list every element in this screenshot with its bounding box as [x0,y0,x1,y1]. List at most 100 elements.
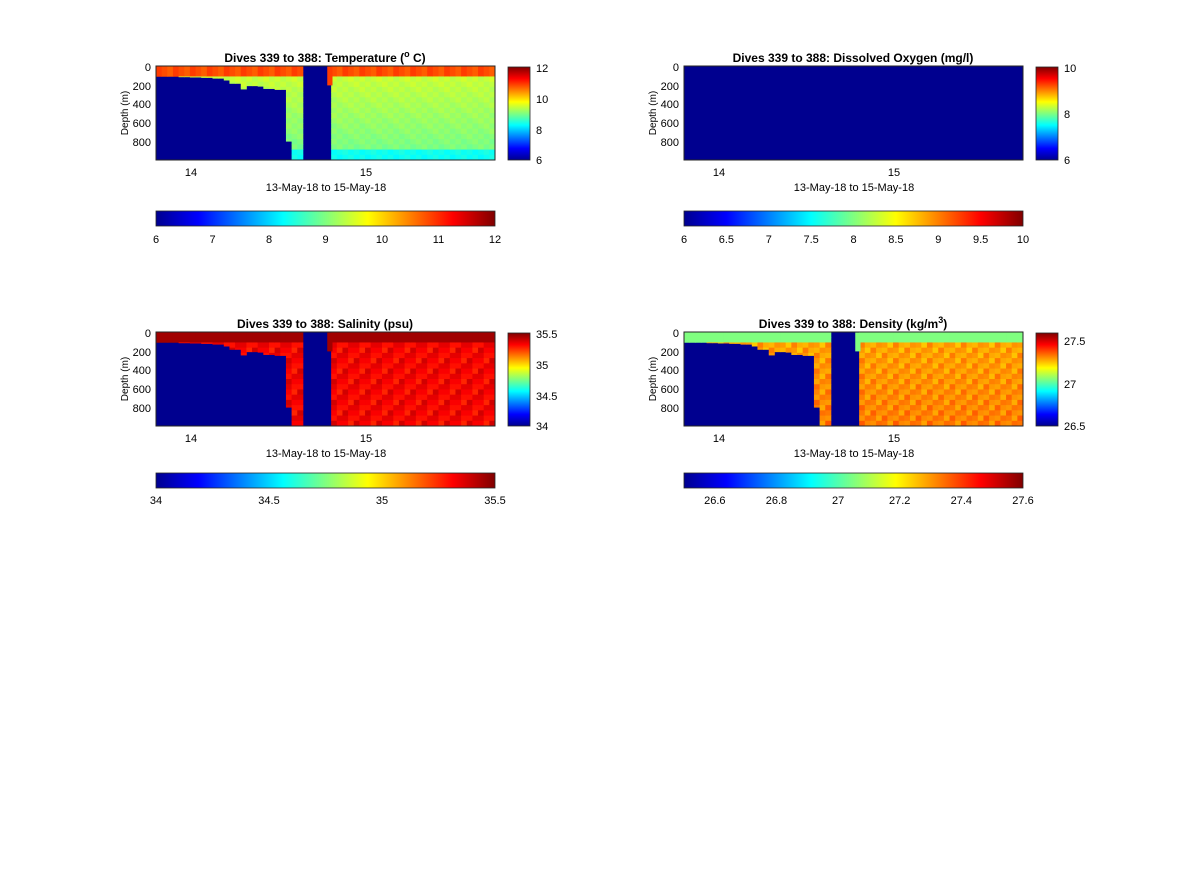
temperature-cell [376,66,383,72]
density-cell [813,384,820,390]
salinity-cell [449,405,456,411]
salinity-cell [376,420,383,427]
salinity-cell [393,420,400,427]
temperature-cell [455,66,462,72]
sal-hcolorbar-tick: 34.5 [258,495,279,507]
density-cell [1006,384,1013,390]
density-cell [768,352,775,356]
density-cell [1011,410,1018,416]
salinity-cell [472,347,479,354]
temperature-cell [331,102,338,109]
temperature-cell [472,66,479,72]
temperature-cell [297,123,304,130]
density-cell [989,358,996,364]
temperature-cell [489,102,496,109]
salinity-cell [269,342,276,349]
salinity-cell [246,342,253,349]
temperature-cell [376,123,383,130]
density-cell [1011,363,1018,369]
density-cell [876,399,883,406]
temperature-cell [449,118,456,124]
temperature-cell [461,144,468,150]
temperature-cell [365,76,372,83]
density-cell [1000,337,1007,343]
density-cell [898,363,905,369]
density-cell [734,342,741,344]
density-ytick-200: 200 [661,347,679,359]
salinity-cell [466,342,473,349]
density-cell [876,347,883,354]
density-cell [926,399,933,406]
density-cell [926,358,933,364]
density-cell [926,384,933,390]
temperature-cell [410,107,417,114]
salinity-xtick-15: 15 [360,433,372,445]
temperature-cell [336,144,343,150]
density-cell [904,394,911,401]
temperature-cell [404,102,411,109]
salinity-ytick-600: 600 [133,384,151,396]
density-cell [1006,405,1013,411]
temperature-cell [331,76,338,83]
temperature-cell [376,133,383,140]
density-cell [989,368,996,375]
salinity-cell [432,379,439,385]
temperature-cell [449,86,456,93]
temperature-cell [478,128,485,135]
salinity-cell [489,347,496,354]
salinity-cell [382,347,389,354]
temperature-cell [404,92,411,98]
temperature-cell [415,71,422,77]
temperature-cell [427,123,434,130]
salinity-cell [280,347,287,354]
salinity-cell [421,394,428,401]
density-cell [977,379,984,385]
temperature-cell [472,139,479,145]
density-cell [1000,405,1007,411]
temperature-cell [376,118,383,124]
density-cell [955,379,962,385]
density-cell [932,415,939,422]
density-cell [949,373,956,380]
temperature-cell [438,113,445,119]
temperature-cell [348,86,355,93]
density-cell [921,363,928,369]
temperature-cell [359,102,366,109]
density-cell [960,379,967,385]
salinity-cell [172,332,179,338]
salinity-cell [342,394,349,401]
density-cell [819,342,826,349]
salinity-cell [342,347,349,354]
temperature-cell [461,86,468,93]
density-cell [921,342,928,349]
salinity-cell [184,332,191,338]
salinity-cell [359,410,366,416]
density-cell [825,405,832,411]
density-cell [1011,399,1018,406]
temperature-cell [478,92,485,98]
temperature-cell [348,102,355,109]
temperature-cell [353,128,360,135]
density-cell [1000,420,1007,427]
temperature-cell [257,71,264,77]
salinity-cell [382,399,389,406]
salinity-cell [167,332,174,338]
density-cell [1017,352,1024,359]
temperature-cell [455,144,462,150]
density-cell [1017,363,1024,369]
density-cell [949,352,956,359]
density-cell [960,420,967,427]
salinity-cell [461,332,468,338]
density-cell [960,358,967,364]
salinity-cell [393,384,400,390]
sal-hcolorbar-tick: 34 [150,495,162,507]
salinity-cell [472,358,479,364]
temperature-cell [331,66,338,72]
density-cell [785,342,792,349]
density-cell [1011,358,1018,364]
salinity-cell [252,337,259,343]
salinity-cell [274,352,281,356]
density-cell [774,332,781,338]
salinity-xlabel: 13-May-18 to 15-May-18 [266,448,386,460]
salinity-cell [274,347,281,354]
